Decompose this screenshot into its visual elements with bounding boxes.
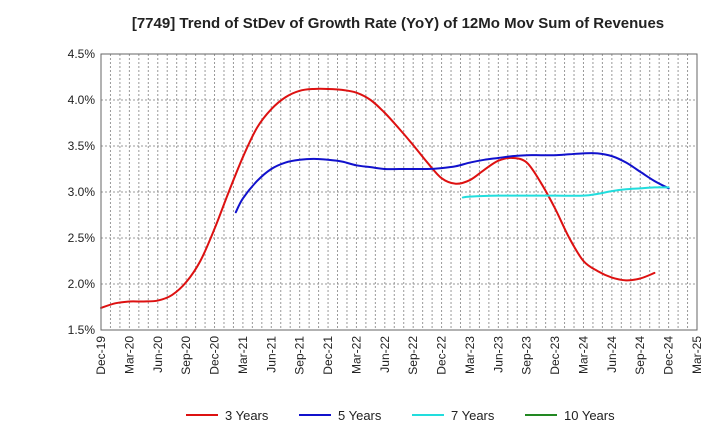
x-tick-label: Mar-20 [122, 336, 136, 374]
legend-label: 5 Years [338, 408, 382, 423]
x-tick-label: Dec-19 [94, 336, 108, 375]
x-tick-label: Sep-21 [293, 336, 307, 375]
x-tick-label: Dec-21 [321, 336, 335, 375]
series-line-3-years [100, 87, 656, 309]
x-tick-label: Jun-21 [264, 336, 278, 373]
x-tick-label: Mar-22 [349, 336, 363, 374]
x-tick-label: Sep-20 [179, 336, 193, 375]
series-line-5-years [234, 152, 670, 214]
y-tick-label: 3.0% [68, 185, 96, 199]
legend: 3 Years 5 Years 7 Years 10 Years [186, 408, 615, 423]
series-layer [100, 87, 670, 309]
legend-label: 7 Years [451, 408, 495, 423]
x-tick-label: Jun-20 [151, 336, 165, 373]
x-tick-label: Dec-23 [548, 336, 562, 375]
x-tick-label: Jun-23 [491, 336, 505, 373]
x-tick-label: Jun-22 [378, 336, 392, 373]
legend-label: 3 Years [225, 408, 269, 423]
y-tick-label: 3.5% [68, 139, 96, 153]
x-tick-label: Dec-22 [435, 336, 449, 375]
y-tick-label: 4.0% [68, 93, 96, 107]
x-tick-label: Jun-24 [605, 336, 619, 373]
x-tick-label: Mar-23 [463, 336, 477, 374]
y-tick-label: 2.0% [68, 277, 96, 291]
series-line-7-years [461, 186, 670, 199]
y-tick-label: 2.5% [68, 231, 96, 245]
legend-label: 10 Years [564, 408, 615, 423]
x-axis-ticks: Dec-19 Mar-20 Jun-20 Sep-20 Dec-20 Mar-21 Jun-… [94, 336, 704, 375]
plot-frame [100, 53, 698, 331]
chart-title: [7749] Trend of StDev of Growth Rate (Yo… [132, 15, 664, 32]
x-tick-label: Dec-20 [208, 336, 222, 375]
y-axis-ticks: 1.5% 2.0% 2.5% 3.0% 3.5% 4.0% 4.5% [68, 47, 96, 337]
x-tick-label: Sep-23 [520, 336, 534, 375]
x-tick-label: Sep-22 [406, 336, 420, 375]
x-tick-label: Mar-21 [236, 336, 250, 374]
x-tick-label: Dec-24 [662, 336, 676, 375]
x-tick-label: Sep-24 [633, 336, 647, 375]
x-tick-label: Mar-24 [576, 336, 590, 374]
x-tick-label: Mar-25 [690, 336, 704, 374]
y-tick-label: 4.5% [68, 47, 96, 61]
y-tick-label: 1.5% [68, 323, 96, 337]
